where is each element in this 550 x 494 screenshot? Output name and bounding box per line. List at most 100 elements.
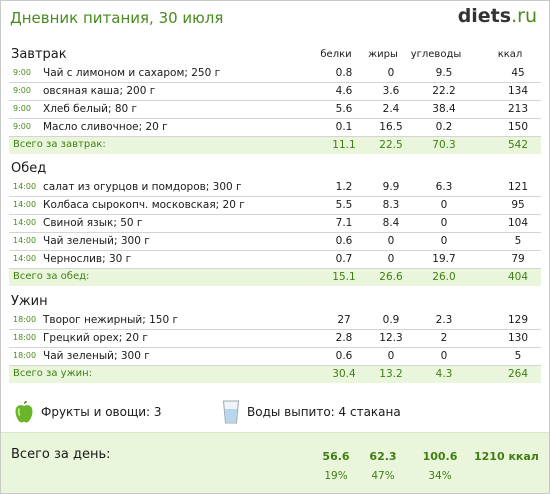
table-row[interactable]: 9:00 Чай с лимоном и сахаром; 250 г 0.8 … xyxy=(9,65,541,83)
table-row[interactable]: 14:00 Чай зеленый; 300 г 0.6 0 0 5 xyxy=(9,233,541,251)
item-carbs: 22.2 xyxy=(432,85,456,97)
total-carbs: 26.0 xyxy=(432,271,456,283)
item-name: Свиной язык; 50 г xyxy=(43,217,143,229)
item-fat: 12.3 xyxy=(379,332,403,344)
item-kcal: 95 xyxy=(511,199,525,211)
column-header-carbs: углеводы xyxy=(410,49,462,60)
day-protein-percent: 19% xyxy=(324,470,348,482)
item-time: 14:00 xyxy=(13,254,37,263)
item-name: Грецкий орех; 20 г xyxy=(43,332,148,344)
table-row[interactable]: 14:00 Чернослив; 30 г 0.7 0 19.7 79 xyxy=(9,251,541,269)
item-name: салат из огурцов и помдоров; 300 г xyxy=(43,181,242,193)
item-fat: 0.9 xyxy=(382,314,400,326)
item-protein: 7.1 xyxy=(335,217,353,229)
item-fat: 0 xyxy=(387,67,395,79)
item-carbs: 0 xyxy=(440,217,448,229)
item-kcal: 129 xyxy=(507,314,529,326)
table-row[interactable]: 14:00 Колбаса сырокопч. московская; 20 г… xyxy=(9,197,541,215)
item-name: Творог нежирный; 150 г xyxy=(43,314,178,326)
column-header-protein: белки xyxy=(320,49,352,60)
item-kcal: 121 xyxy=(507,181,529,193)
item-kcal: 134 xyxy=(507,85,529,97)
header: Дневник питания, 30 июля diets.ru xyxy=(1,1,549,37)
item-time: 14:00 xyxy=(13,200,37,209)
total-fat: 22.5 xyxy=(379,139,403,151)
extras-row: Фрукты и овощи: 3 Воды выпито: 4 стакана xyxy=(1,399,549,427)
item-protein: 0.8 xyxy=(335,67,353,79)
item-kcal: 45 xyxy=(511,67,525,79)
item-name: Чай с лимоном и сахаром; 250 г xyxy=(43,67,221,79)
item-protein: 0.6 xyxy=(335,235,353,247)
total-label: Всего за завтрак: xyxy=(13,139,106,150)
day-total-fat: 62.3 xyxy=(369,450,397,463)
item-kcal: 150 xyxy=(507,121,529,133)
item-name: Чай зеленый; 300 г xyxy=(43,235,150,247)
meal-title-lunch: Обед xyxy=(11,161,47,176)
table-row[interactable]: 9:00 Масло сливочное; 20 г 0.1 16.5 0.2 … xyxy=(9,119,541,137)
item-fat: 8.4 xyxy=(382,217,400,229)
item-protein: 4.6 xyxy=(335,85,353,97)
day-total-protein: 56.6 xyxy=(322,450,350,463)
table-row[interactable]: 18:00 Чай зеленый; 300 г 0.6 0 0 5 xyxy=(9,348,541,366)
item-protein: 2.8 xyxy=(335,332,353,344)
total-kcal: 264 xyxy=(507,368,529,380)
site-logo[interactable]: diets.ru xyxy=(458,5,537,27)
item-carbs: 2 xyxy=(440,332,448,344)
meal-title-dinner: Ужин xyxy=(11,294,48,309)
item-time: 9:00 xyxy=(13,104,31,113)
item-time: 9:00 xyxy=(13,122,31,131)
item-time: 18:00 xyxy=(13,333,37,342)
item-fat: 3.6 xyxy=(382,85,400,97)
item-fat: 8.3 xyxy=(382,199,400,211)
item-carbs: 9.5 xyxy=(435,67,453,79)
item-fat: 0 xyxy=(387,235,395,247)
item-protein: 1.2 xyxy=(335,181,353,193)
table-row[interactable]: 14:00 Свиной язык; 50 г 7.1 8.4 0 104 xyxy=(9,215,541,233)
item-carbs: 6.3 xyxy=(435,181,453,193)
meal-title-breakfast: Завтрак xyxy=(11,47,67,62)
green-apple-icon xyxy=(15,401,33,423)
item-fat: 2.4 xyxy=(382,103,400,115)
day-carbs-percent: 34% xyxy=(428,470,452,482)
item-time: 18:00 xyxy=(13,315,37,324)
fruits-count: Фрукты и овощи: 3 xyxy=(41,405,162,419)
page-title: Дневник питания, 30 июля xyxy=(10,9,224,27)
total-fat: 26.6 xyxy=(379,271,403,283)
item-kcal: 104 xyxy=(507,217,529,229)
item-fat: 0 xyxy=(387,350,395,362)
item-time: 9:00 xyxy=(13,68,31,77)
item-time: 9:00 xyxy=(13,86,31,95)
item-carbs: 0.2 xyxy=(435,121,453,133)
total-carbs: 4.3 xyxy=(435,368,453,380)
item-carbs: 2.3 xyxy=(435,314,453,326)
table-row[interactable]: 9:00 Хлеб белый; 80 г 5.6 2.4 38.4 213 xyxy=(9,101,541,119)
meal-total-lunch: Всего за обед: 15.1 26.6 26.0 404 xyxy=(9,269,541,286)
item-name: Чай зеленый; 300 г xyxy=(43,350,150,362)
item-carbs: 19.7 xyxy=(432,253,456,265)
item-carbs: 38.4 xyxy=(432,103,456,115)
table-row[interactable]: 14:00 салат из огурцов и помдоров; 300 г… xyxy=(9,179,541,197)
column-header-kcal: ккал xyxy=(497,49,523,60)
total-kcal: 542 xyxy=(507,139,529,151)
item-fat: 9.9 xyxy=(382,181,400,193)
item-name: овсяная каша; 200 г xyxy=(43,85,156,97)
item-kcal: 213 xyxy=(507,103,529,115)
item-time: 14:00 xyxy=(13,236,37,245)
item-time: 14:00 xyxy=(13,182,37,191)
item-name: Колбаса сырокопч. московская; 20 г xyxy=(43,199,245,211)
table-row[interactable]: 18:00 Творог нежирный; 150 г 27 0.9 2.3 … xyxy=(9,312,541,330)
table-row[interactable]: 9:00 овсяная каша; 200 г 4.6 3.6 22.2 13… xyxy=(9,83,541,101)
logo-main: diets xyxy=(457,5,512,27)
water-count: Воды выпито: 4 стакана xyxy=(247,405,401,419)
total-kcal: 404 xyxy=(507,271,529,283)
day-total-box: Всего за день: 56.6 62.3 100.6 1210 ккал… xyxy=(1,432,549,493)
item-protein: 0.1 xyxy=(335,121,353,133)
table-row[interactable]: 18:00 Грецкий орех; 20 г 2.8 12.3 2 130 xyxy=(9,330,541,348)
item-fat: 0 xyxy=(387,253,395,265)
day-total-label: Всего за день: xyxy=(11,447,111,462)
total-protein: 11.1 xyxy=(332,139,356,151)
item-protein: 0.7 xyxy=(335,253,353,265)
total-label: Всего за ужин: xyxy=(13,368,93,379)
item-name: Чернослив; 30 г xyxy=(43,253,132,265)
